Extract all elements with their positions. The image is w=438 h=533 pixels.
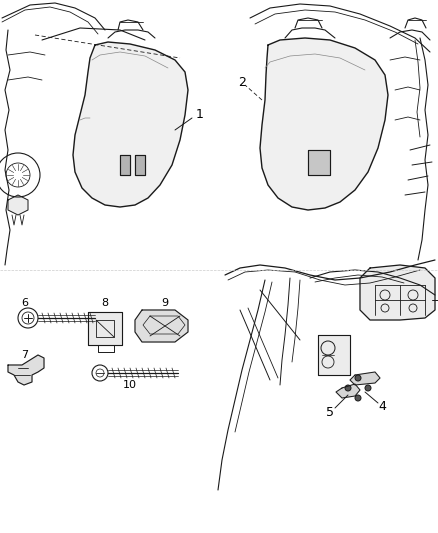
Polygon shape — [73, 42, 188, 207]
Polygon shape — [135, 155, 145, 175]
Polygon shape — [308, 150, 330, 175]
Circle shape — [355, 375, 361, 381]
Polygon shape — [318, 335, 350, 375]
Circle shape — [355, 395, 361, 401]
Text: 7: 7 — [21, 350, 28, 360]
Polygon shape — [350, 372, 380, 385]
Text: 8: 8 — [102, 298, 109, 308]
Polygon shape — [260, 38, 388, 210]
Circle shape — [365, 385, 371, 391]
Circle shape — [345, 385, 351, 391]
Polygon shape — [88, 312, 122, 345]
Polygon shape — [120, 155, 130, 175]
Text: 2: 2 — [238, 76, 246, 88]
Polygon shape — [336, 384, 360, 398]
Text: 9: 9 — [162, 298, 169, 308]
Text: 6: 6 — [21, 298, 28, 308]
Polygon shape — [360, 265, 435, 320]
Text: 10: 10 — [123, 380, 137, 390]
Polygon shape — [8, 355, 44, 385]
Text: 5: 5 — [326, 406, 334, 418]
Polygon shape — [135, 310, 188, 342]
Text: 4: 4 — [378, 400, 386, 413]
Text: 1: 1 — [196, 108, 204, 120]
Polygon shape — [8, 195, 28, 215]
